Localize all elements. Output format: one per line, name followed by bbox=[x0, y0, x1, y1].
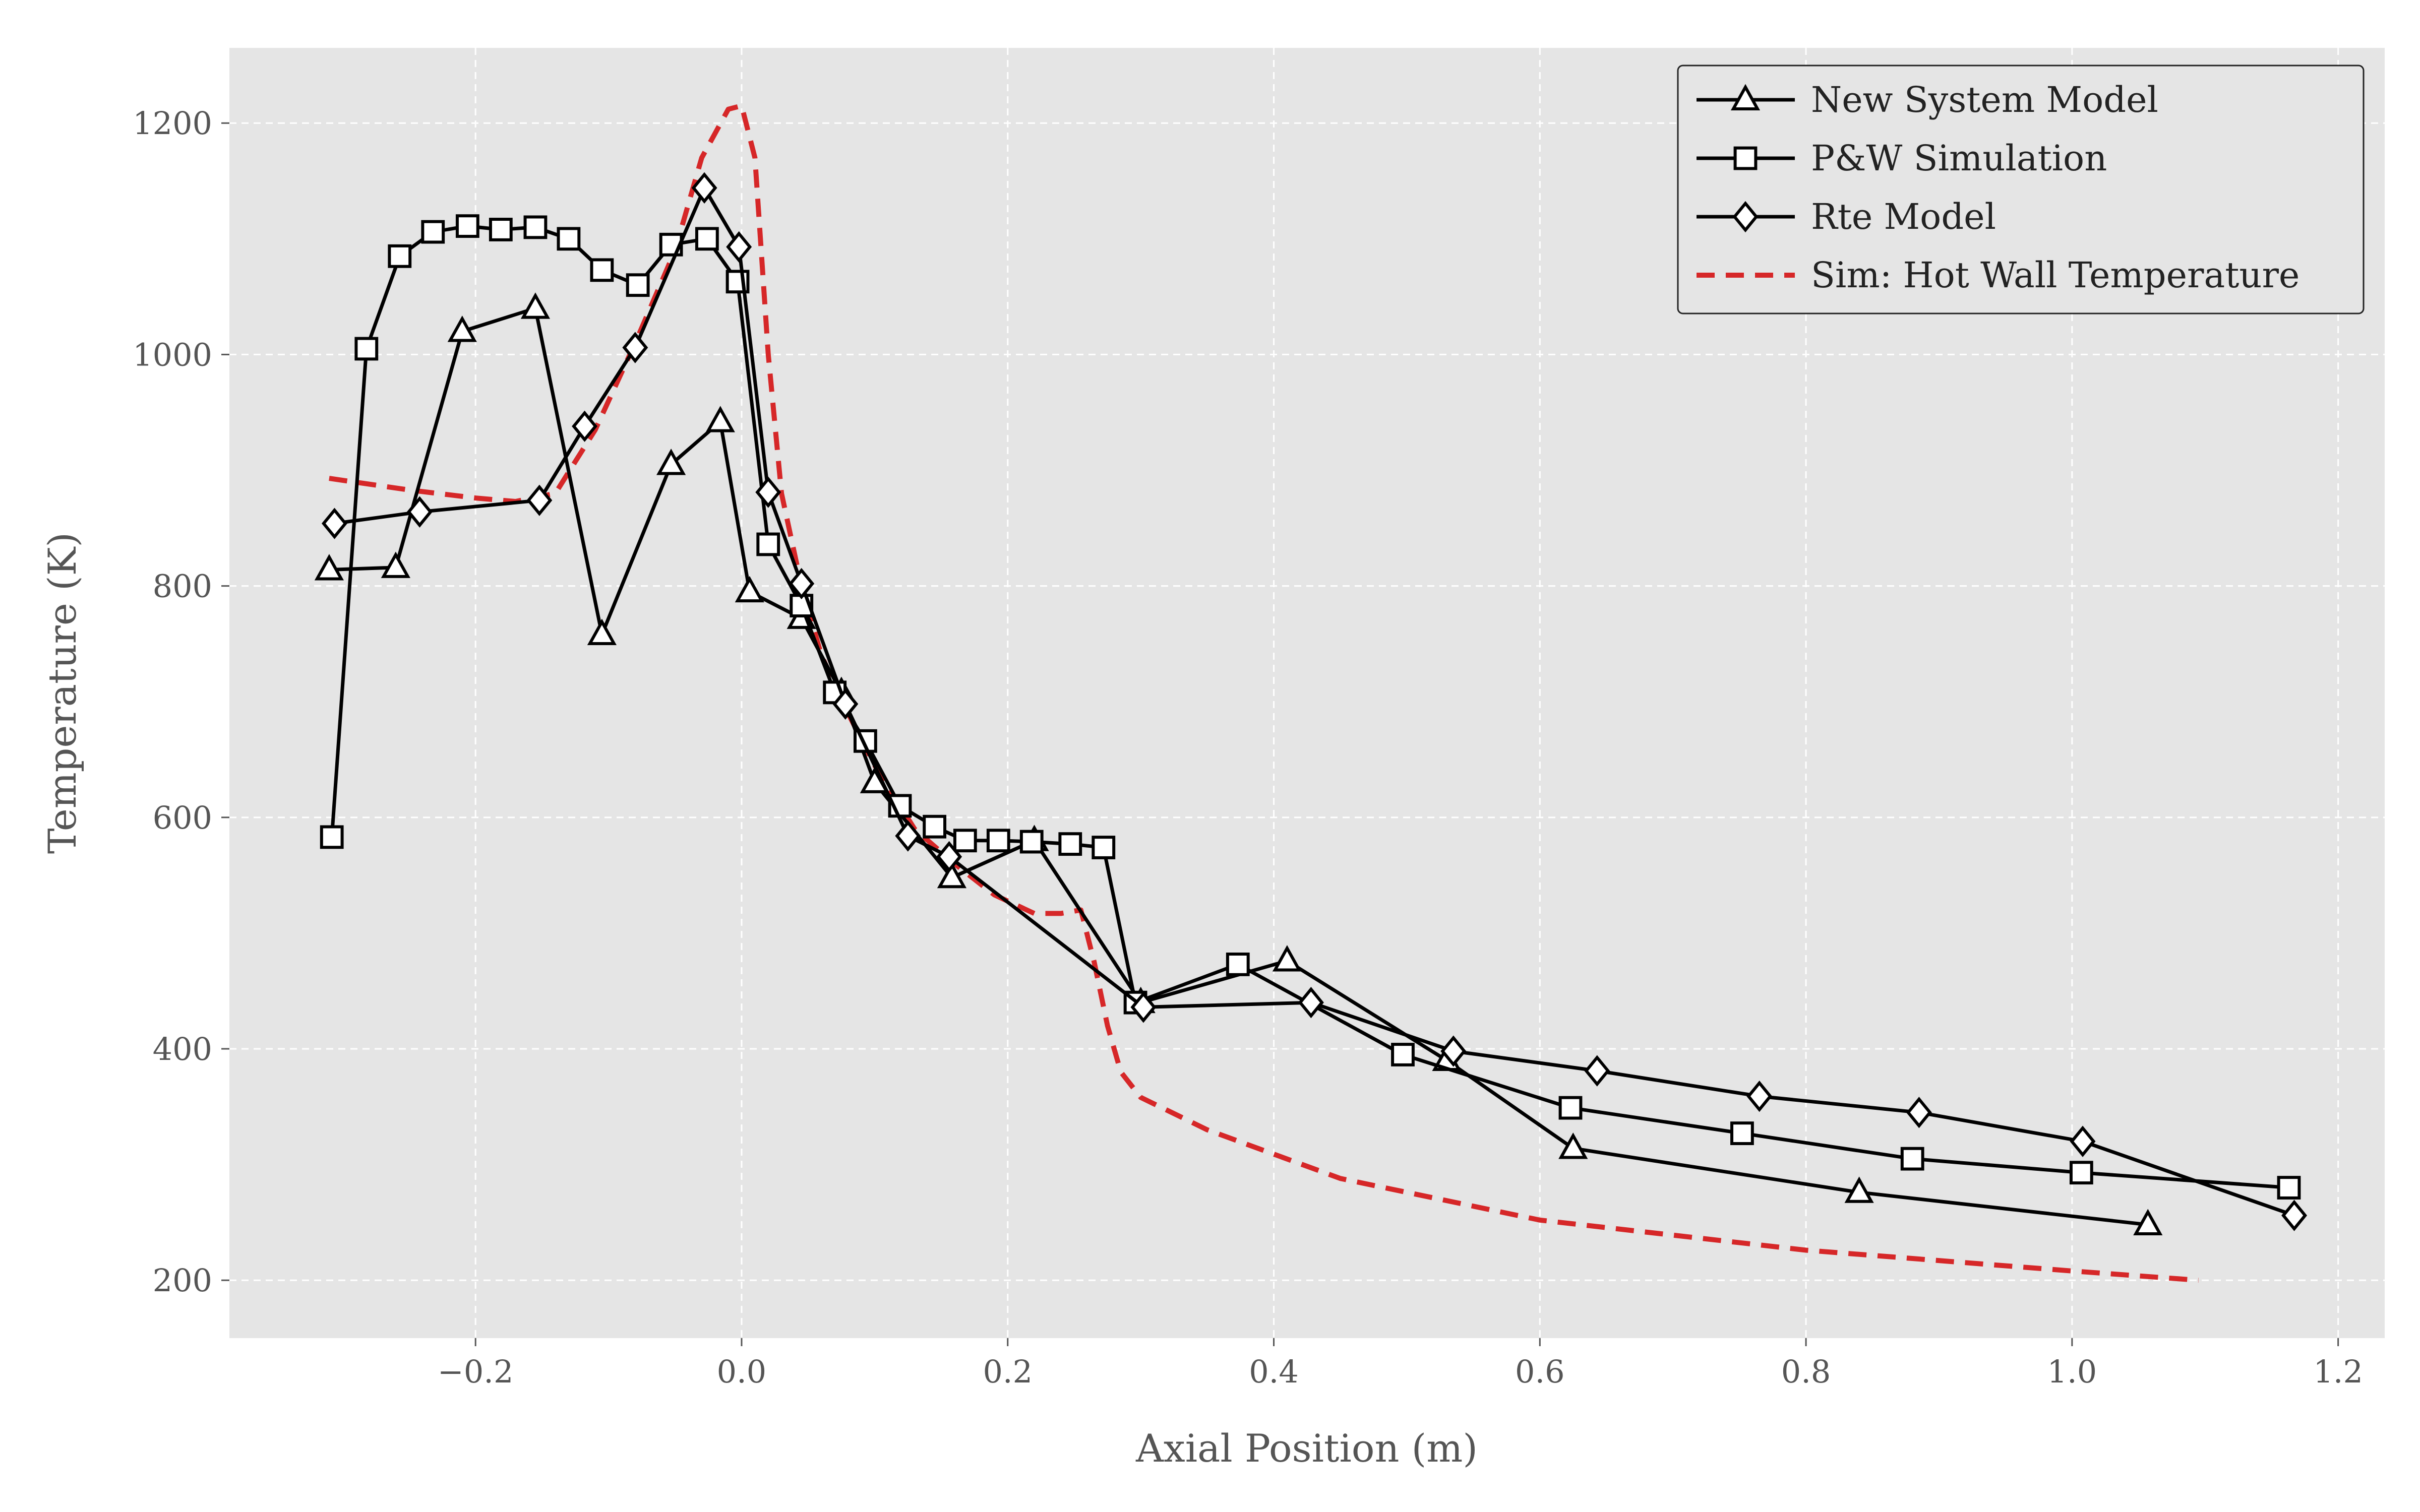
data-point-marker bbox=[523, 215, 548, 239]
data-point-marker bbox=[1584, 1055, 1610, 1087]
data-point-marker bbox=[1558, 1132, 1588, 1159]
data-point-marker bbox=[1226, 953, 1250, 976]
data-point-marker bbox=[1440, 1035, 1467, 1067]
data-point-marker bbox=[354, 337, 379, 361]
data-point-marker bbox=[455, 214, 479, 238]
data-point-marker bbox=[1900, 1147, 1924, 1171]
legend-label: Sim: Hot Wall Temperature bbox=[1811, 255, 2300, 296]
data-point-marker bbox=[1558, 1096, 1583, 1120]
y-tick-label: 1000 bbox=[133, 336, 212, 373]
x-tick-label: 1.2 bbox=[2313, 1353, 2363, 1390]
data-point-marker bbox=[895, 820, 921, 852]
data-point-marker bbox=[381, 551, 410, 578]
data-point-marker bbox=[986, 829, 1010, 853]
x-tick-label: 0.6 bbox=[1515, 1353, 1565, 1390]
data-point-marker bbox=[421, 220, 445, 244]
legend-label: P&W Simulation bbox=[1811, 138, 2107, 179]
legend-box bbox=[1677, 65, 2365, 314]
data-point-marker bbox=[2277, 1176, 2301, 1200]
legend-marker bbox=[1732, 201, 1759, 233]
data-point-marker bbox=[1730, 1121, 1754, 1146]
data-point-marker bbox=[626, 273, 650, 297]
data-point-marker bbox=[520, 292, 551, 319]
data-point-marker bbox=[587, 618, 617, 646]
data-point-marker bbox=[695, 227, 719, 251]
data-point-marker bbox=[1298, 987, 1324, 1019]
data-point-marker bbox=[590, 258, 614, 282]
y-tick-label: 800 bbox=[153, 568, 212, 605]
legend-entry-1: New System Model bbox=[1697, 79, 2158, 120]
data-point-marker bbox=[526, 484, 553, 516]
x-tick-label: 0.2 bbox=[983, 1353, 1033, 1390]
data-point-marker bbox=[656, 449, 686, 475]
data-point-marker bbox=[406, 496, 433, 528]
data-point-marker bbox=[2133, 1209, 2163, 1235]
data-point-marker bbox=[756, 532, 780, 556]
series-layer bbox=[314, 103, 2308, 1283]
data-point-marker bbox=[1272, 945, 1302, 972]
y-tick-label: 400 bbox=[153, 1031, 212, 1067]
x-tick-label: 1.0 bbox=[2047, 1353, 2097, 1390]
data-point-marker bbox=[691, 172, 717, 204]
data-point-marker bbox=[789, 568, 815, 600]
x-tick-label: 0.4 bbox=[1249, 1353, 1299, 1390]
data-point-marker bbox=[1746, 1081, 1773, 1112]
y-axis-label: Temperature (K) bbox=[40, 532, 85, 854]
x-tick-label: 0.0 bbox=[717, 1353, 767, 1390]
data-point-marker bbox=[321, 508, 347, 539]
data-point-marker bbox=[936, 841, 962, 873]
legend-marker bbox=[1730, 84, 1761, 110]
legend-label: New System Model bbox=[1811, 79, 2158, 120]
data-point-marker bbox=[1844, 1176, 1874, 1203]
legend-label: Rte Model bbox=[1811, 196, 1996, 237]
data-point-marker bbox=[1058, 832, 1082, 856]
data-point-marker bbox=[2070, 1125, 2096, 1157]
data-point-marker bbox=[1092, 836, 1116, 859]
data-point-marker bbox=[447, 316, 477, 342]
data-point-marker bbox=[832, 688, 859, 720]
x-tick-label: −0.2 bbox=[438, 1353, 514, 1390]
series-3 bbox=[321, 172, 2308, 1231]
x-axis: −0.2 0.0 0.2 0.4 0.6 0.8 1.0 1.2 bbox=[438, 1338, 2363, 1390]
data-point-marker bbox=[388, 244, 412, 268]
data-point-marker bbox=[489, 218, 513, 241]
legend-entry-2: P&W Simulation bbox=[1697, 138, 2107, 179]
data-point-marker bbox=[937, 861, 967, 889]
y-tick-label: 1200 bbox=[133, 105, 212, 142]
legend-entry-3: Rte Model bbox=[1697, 196, 1996, 237]
data-point-marker bbox=[557, 227, 581, 251]
data-point-marker bbox=[622, 332, 648, 363]
legend-marker bbox=[1733, 146, 1758, 170]
x-tick-label: 0.8 bbox=[1781, 1353, 1831, 1390]
grid-lines bbox=[229, 48, 2385, 1338]
data-point-marker bbox=[1906, 1097, 1932, 1128]
y-axis: 200 400 600 800 1000 1200 bbox=[133, 105, 229, 1299]
data-point-marker bbox=[726, 231, 752, 263]
series-line bbox=[334, 186, 2295, 1217]
data-point-marker bbox=[705, 406, 735, 432]
data-point-marker bbox=[923, 814, 947, 839]
data-point-marker bbox=[2069, 1161, 2093, 1185]
y-tick-label: 200 bbox=[153, 1262, 212, 1299]
data-point-marker bbox=[1130, 991, 1157, 1023]
data-point-marker bbox=[320, 825, 344, 849]
data-point-marker bbox=[2281, 1200, 2308, 1231]
data-point-marker bbox=[953, 829, 977, 853]
y-tick-label: 600 bbox=[153, 799, 212, 836]
data-point-marker bbox=[755, 476, 781, 508]
legend-entry-4: Sim: Hot Wall Temperature bbox=[1697, 255, 2300, 296]
x-axis-label: Axial Position (m) bbox=[1135, 1426, 1478, 1471]
data-point-marker bbox=[1391, 1043, 1415, 1066]
data-point-marker bbox=[314, 554, 344, 581]
data-point-marker bbox=[735, 576, 764, 603]
data-point-marker bbox=[1019, 830, 1044, 854]
data-point-marker bbox=[572, 410, 598, 442]
legend: New System Model P&W Simulation Rte Model S… bbox=[1677, 65, 2365, 314]
